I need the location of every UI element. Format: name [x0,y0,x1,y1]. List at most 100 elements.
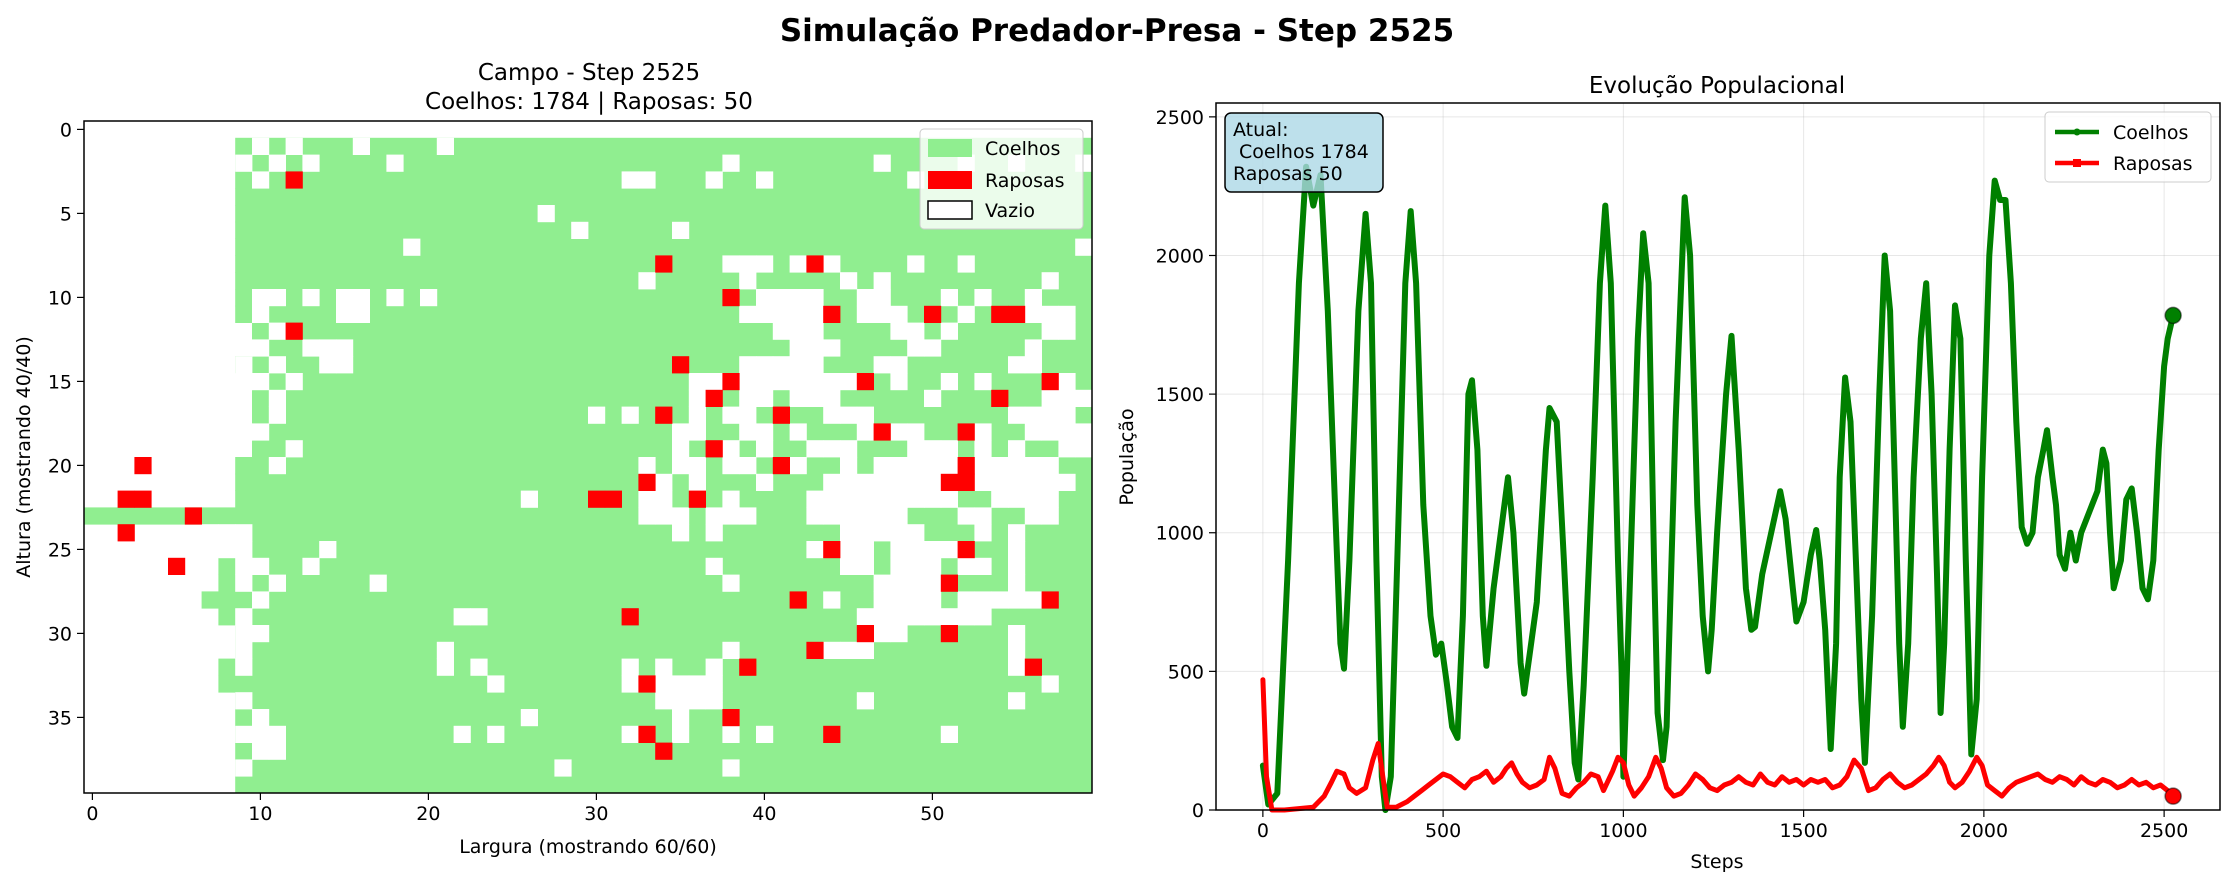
population-ytick-label: 2500 [1156,107,1204,129]
field-xtick-label: 10 [248,803,272,825]
population-legend: Coelhos Raposas [2044,111,2212,183]
empty-cell [319,541,337,559]
empty-cell [974,457,992,475]
empty-cell [1041,490,1059,508]
empty-cell [739,423,757,441]
empty-cell [1041,507,1059,525]
rabbit-row-span [252,322,1093,340]
empty-cell [907,440,925,458]
empty-cell [705,507,723,525]
empty-cell [1008,490,1026,508]
field-xlabel: Largura (mostrando 60/60) [459,836,717,858]
empty-cell [1008,591,1026,609]
empty-cell [940,457,958,475]
final-marker-coelhos [2164,306,2182,325]
field-title-line2: Coelhos: 1784 | Raposas: 50 [425,89,753,115]
field-xtick-label: 40 [752,803,776,825]
rabbit-row-span [235,272,1093,290]
empty-cell [235,608,253,626]
empty-cell [991,473,1009,491]
fox-cell [940,473,958,491]
fox-cell [1041,373,1059,391]
empty-cell [873,524,891,542]
fox-cell [621,608,639,626]
empty-cell [756,389,774,407]
empty-cell [890,608,908,626]
fox-cell [772,457,790,475]
empty-cell [806,356,824,374]
empty-cell [907,524,925,542]
empty-cell [705,557,723,575]
empty-cell [252,137,270,155]
empty-cell [1041,675,1059,693]
empty-cell [268,154,286,172]
empty-cell [940,440,958,458]
empty-cell [890,305,908,323]
empty-cell [974,507,992,525]
empty-cell [840,490,858,508]
rabbit-row-span [235,725,1093,743]
empty-cell [1075,440,1093,458]
empty-cell [386,154,404,172]
empty-cell [739,255,757,273]
fox-cell [604,490,622,508]
empty-cell [403,238,421,256]
fox-cell [1024,658,1042,676]
series-line-raposas [1260,677,2176,813]
empty-cell [974,591,992,609]
rabbit-row-span [218,574,1093,592]
empty-cell [924,541,942,559]
rabbit-row-span [235,356,1093,374]
empty-cell [235,373,253,391]
field-xtick-label: 20 [416,803,440,825]
empty-cell [856,507,874,525]
empty-cell [436,641,454,659]
empty-cell [1024,457,1042,475]
empty-cell [722,154,740,172]
fox-cell [285,171,303,189]
empty-cell [1041,305,1059,323]
empty-cell [252,339,270,357]
fox-cell [873,423,891,441]
empty-cell [806,289,824,307]
empty-cell [336,339,354,357]
empty-cell [772,373,790,391]
empty-cell [739,507,757,525]
empty-cell [672,423,690,441]
legend-label-pop-coelhos: Coelhos [2113,122,2188,144]
empty-cell [235,423,253,441]
current-annotation: Atual: Coelhos 1784 Raposas 50 [1224,112,1384,193]
empty-cell [252,591,270,609]
empty-cell [772,289,790,307]
fox-cell [117,524,135,542]
empty-cell [235,557,253,575]
empty-cell [940,725,958,743]
fox-cell [722,709,740,727]
empty-cell [756,356,774,374]
fox-cell [285,322,303,340]
empty-cell [1024,591,1042,609]
population-xtick-label: 500 [1425,820,1461,842]
rabbit-row-span [235,641,1093,659]
fox-cell [924,305,942,323]
empty-cell [756,255,774,273]
empty-cell [1075,389,1093,407]
empty-cell [940,289,958,307]
empty-cell [537,205,555,223]
empty-cell [974,473,992,491]
empty-cell [890,591,908,609]
empty-cell [688,473,706,491]
empty-cell [907,322,925,340]
empty-cell [907,557,925,575]
empty-cell [621,171,639,189]
empty-cell [705,675,723,693]
empty-cell [655,507,673,525]
empty-cell [840,406,858,424]
empty-cell [890,524,908,542]
population-xtick-label: 1000 [1599,820,1647,842]
empty-cell [268,322,286,340]
empty-cell [806,490,824,508]
empty-cell [974,423,992,441]
rabbit-row-span [235,776,1093,794]
fox-cell [117,490,135,508]
